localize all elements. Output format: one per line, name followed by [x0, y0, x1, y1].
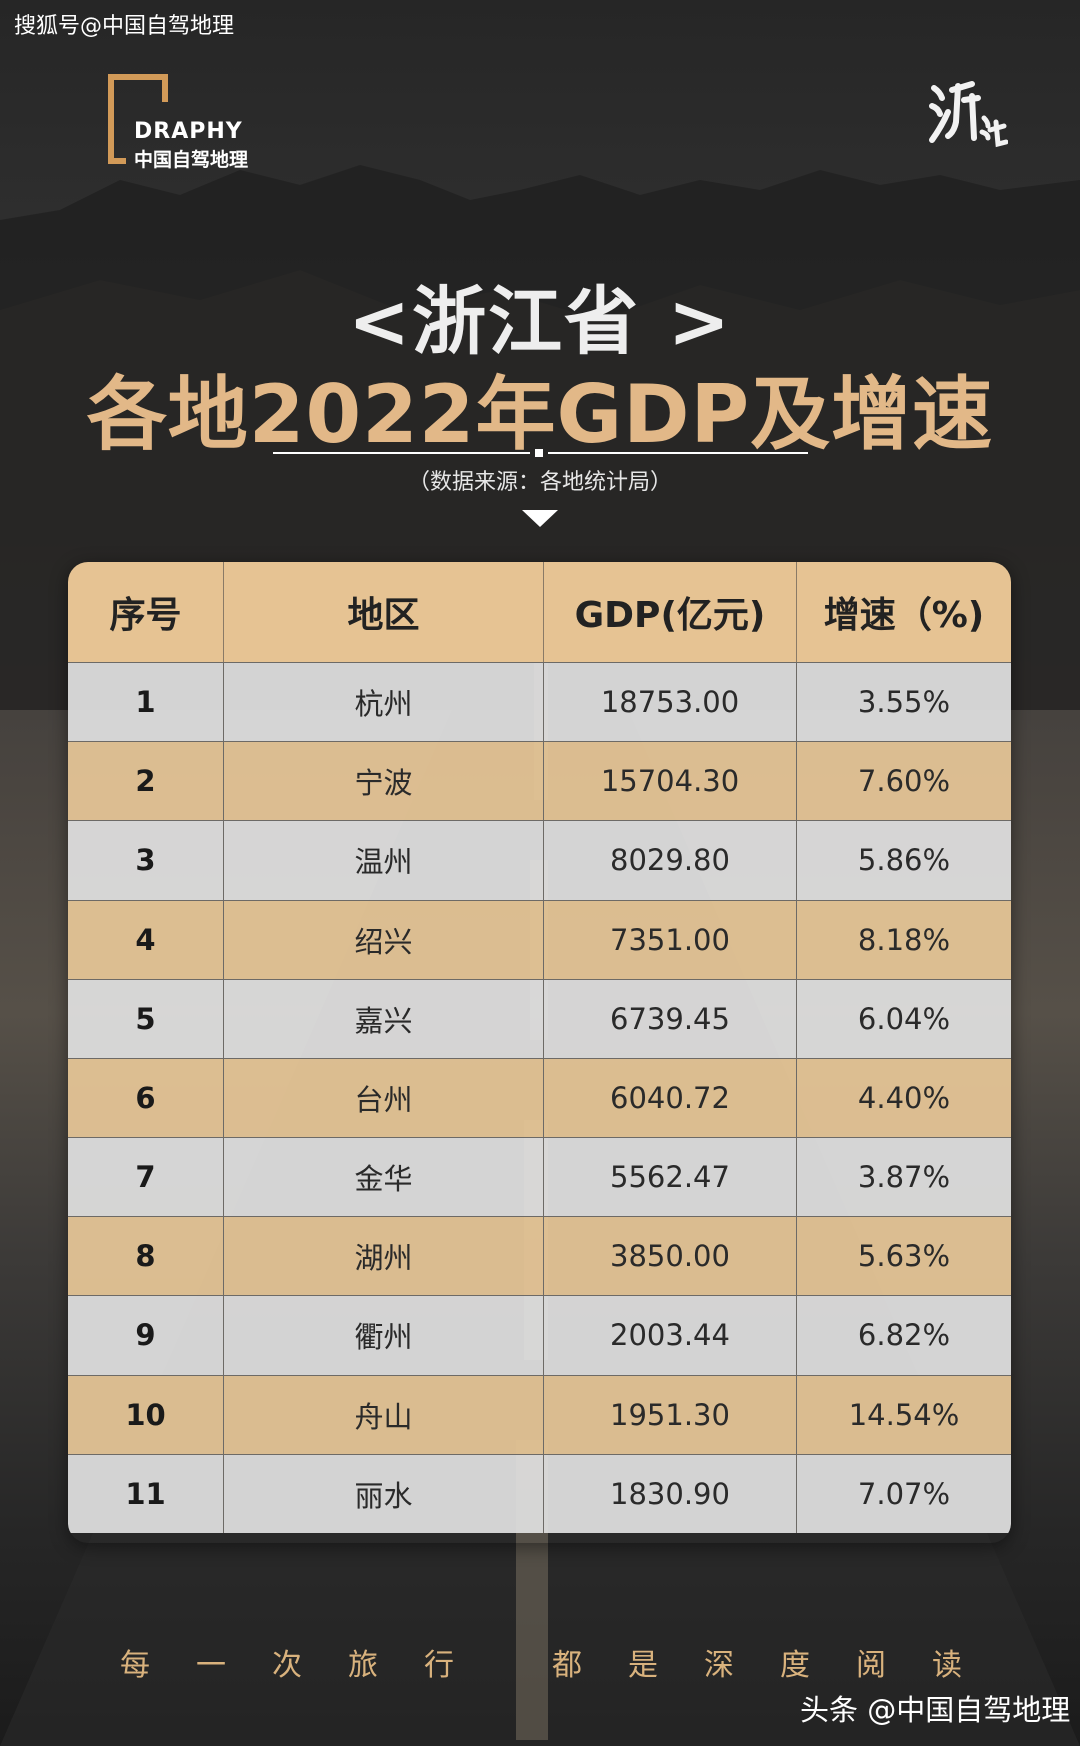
cell-gdp: 2003.44: [544, 1296, 797, 1375]
table-row: 7 金华 5562.47 3.87%: [68, 1137, 1011, 1217]
top-watermark: 搜狐号@中国自驾地理: [14, 14, 235, 39]
logo-chinese-text: 中国自驾地理: [134, 149, 249, 171]
cell-rank: 7: [68, 1138, 224, 1217]
cell-rank: 11: [68, 1454, 224, 1533]
table-row: 5 嘉兴 6739.45 6.04%: [68, 978, 1011, 1058]
cell-rank: 9: [68, 1296, 224, 1375]
cell-gdp: 8029.80: [544, 821, 797, 900]
cell-growth: 6.82%: [857, 1318, 951, 1353]
down-arrow-icon: [522, 510, 558, 527]
gdp-table: 序号 地区 GDP(亿元) 增速（%) 1 杭州 18753.00 3.55% 2 宁波 1…: [68, 562, 1011, 1543]
cell-rank: 5: [68, 979, 224, 1058]
cell-region: 湖州: [224, 1217, 544, 1296]
table-row: 6 台州 6040.72 4.40%: [68, 1057, 1011, 1138]
table-row: 10 舟山 1951.30 14.54%: [68, 1374, 1011, 1454]
bottom-watermark: 头条 @中国自驾地理: [800, 1693, 1071, 1727]
cell-rank: 4: [68, 900, 224, 979]
cell-gdp: 6040.72: [544, 1058, 797, 1138]
divider-left: [273, 452, 530, 454]
cell-growth: 3.87%: [857, 1160, 951, 1195]
cell-growth: 5.63%: [857, 1239, 951, 1274]
cell-gdp: 3850.00: [544, 1217, 797, 1296]
cell-region: 舟山: [224, 1375, 544, 1454]
cell-region: 丽水: [224, 1454, 544, 1533]
logo-bracket-icon: [108, 74, 168, 164]
header-growth: 增速（%): [823, 595, 985, 636]
cell-growth: 8.18%: [857, 922, 951, 957]
cell-region: 嘉兴: [224, 979, 544, 1058]
cell-rank: 1: [68, 663, 224, 742]
slogan-char: 度: [780, 1648, 810, 1683]
data-source: （数据来源：各地统计局）: [407, 470, 672, 495]
slogan-char: 是: [628, 1648, 658, 1683]
table-header: 序号 地区 GDP(亿元) 增速（%): [68, 562, 1011, 662]
cell-rank: 2: [68, 742, 224, 821]
logo-english-text: DRAPHY: [134, 119, 243, 144]
table-row: 8 湖州 3850.00 5.63%: [68, 1216, 1011, 1296]
slogan-char: 旅: [348, 1648, 378, 1683]
table-body: 1 杭州 18753.00 3.55% 2 宁波 15704.30 7.60% 3 温州 8029.…: [68, 662, 1011, 1533]
cell-growth: 14.54%: [848, 1397, 960, 1432]
cell-rank: 6: [68, 1058, 224, 1138]
zhejiang-calligraphy-icon: [929, 81, 1008, 148]
slogan-char: 次: [272, 1648, 302, 1683]
cell-gdp: 18753.00: [544, 663, 797, 742]
cell-growth: 3.55%: [857, 685, 951, 720]
cell-gdp: 6739.45: [544, 979, 797, 1058]
slogan-char: 行: [424, 1648, 454, 1683]
title-main: 各地2022年GDP及增速: [86, 368, 994, 461]
header-rank: 序号: [68, 562, 224, 662]
slogan-char: 都: [552, 1648, 582, 1683]
cell-growth: 7.07%: [857, 1476, 951, 1511]
cell-growth: 7.60%: [857, 764, 951, 799]
slogan-char: 一: [196, 1648, 226, 1683]
table-row: 9 衢州 2003.44 6.82%: [68, 1295, 1011, 1375]
table-row: 4 绍兴 7351.00 8.18%: [68, 899, 1011, 979]
cell-region: 台州: [224, 1058, 544, 1138]
cell-rank: 8: [68, 1217, 224, 1296]
cell-region: 杭州: [224, 663, 544, 742]
cell-growth: 4.40%: [857, 1080, 951, 1115]
cell-gdp: 5562.47: [544, 1138, 797, 1217]
slogan-char: 读: [932, 1648, 962, 1683]
header-gdp: GDP(亿元): [544, 562, 797, 662]
cell-rank: 10: [68, 1375, 224, 1454]
cell-rank: 3: [68, 821, 224, 900]
divider-dot: [535, 449, 543, 457]
table-row: 3 温州 8029.80 5.86%: [68, 820, 1011, 900]
title-province: <浙江省 >: [348, 279, 732, 365]
header-region: 地区: [224, 562, 544, 662]
cell-growth: 6.04%: [857, 1001, 951, 1036]
cell-region: 金华: [224, 1138, 544, 1217]
table-row: 2 宁波 15704.30 7.60%: [68, 741, 1011, 821]
cell-growth: 5.86%: [857, 843, 951, 878]
cell-gdp: 1830.90: [544, 1454, 797, 1533]
cell-gdp: 15704.30: [544, 742, 797, 821]
cell-region: 衢州: [224, 1296, 544, 1375]
slogan-char: 阅: [856, 1648, 886, 1683]
logo: DRAPHY 中国自驾地理: [108, 74, 268, 174]
cell-gdp: 7351.00: [544, 900, 797, 979]
slogan-char: 每: [120, 1648, 150, 1683]
cell-region: 温州: [224, 821, 544, 900]
table-row: 11 丽水 1830.90 7.07%: [68, 1453, 1011, 1533]
cell-region: 宁波: [224, 742, 544, 821]
slogan-char: 深: [704, 1648, 734, 1683]
cell-gdp: 1951.30: [544, 1375, 797, 1454]
divider-right: [548, 452, 808, 454]
table-row: 1 杭州 18753.00 3.55%: [68, 662, 1011, 742]
cell-region: 绍兴: [224, 900, 544, 979]
